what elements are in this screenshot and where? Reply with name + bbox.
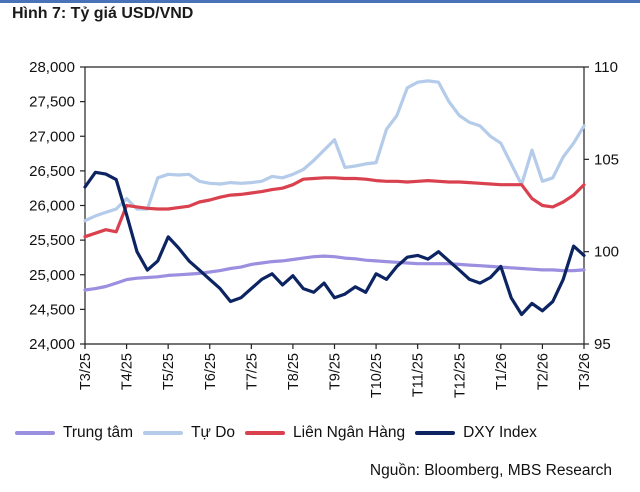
legend-item-trung-tam: Trung tâm (15, 424, 133, 442)
y-right-tick-label: 110 (594, 59, 618, 76)
x-tick-label: T4/25 (120, 353, 136, 390)
chart-title: Hình 7: Tỷ giá USD/VND (12, 5, 194, 22)
legend-swatch (143, 431, 184, 435)
x-tick-label: T11/25 (411, 353, 427, 397)
top-border (0, 0, 640, 3)
x-tick-label: T8/25 (286, 353, 302, 390)
x-tick-label: T3/25 (78, 353, 94, 390)
y-right-tick-label: 100 (594, 244, 619, 261)
y-left-tick-label: 26,500 (29, 163, 75, 180)
y-right-tick-label: 95 (594, 336, 611, 353)
y-left-tick-label: 24,500 (29, 301, 75, 318)
source-note: Nguồn: Bloomberg, MBS Research (369, 462, 612, 479)
legend-swatch (415, 431, 456, 435)
series-line-li-n-ng-n-h-ng (83, 176, 586, 239)
y-right-tick-label: 105 (594, 151, 619, 168)
x-tick-label: T1/26 (494, 353, 510, 390)
legend-item-dxy-index: DXY Index (415, 424, 537, 442)
legend-swatch (245, 431, 286, 435)
x-tick-label: T7/25 (244, 353, 260, 390)
legend: Trung tâm Tự Do Liên Ngân Hàng DXY Index (15, 424, 547, 442)
series-line-dxy-index (83, 170, 586, 317)
legend-swatch (15, 431, 55, 435)
x-tick-label: T9/25 (328, 353, 344, 390)
legend-item-tu-do: Tự Do (143, 424, 235, 442)
x-tick-label: T2/26 (535, 353, 551, 390)
y-left-tick-label: 27,500 (29, 94, 75, 111)
x-tick-label: T10/25 (369, 353, 385, 398)
legend-label: DXY Index (463, 424, 537, 441)
series-line-trung-t-m (83, 254, 586, 292)
x-tick-label: T12/25 (452, 353, 468, 398)
y-left-tick-label: 25,500 (29, 232, 75, 249)
legend-item-lien-ngan-hang: Liên Ngân Hàng (245, 424, 405, 442)
y-left-tick-label: 28,000 (29, 59, 75, 76)
y-left-tick-label: 27,000 (29, 128, 75, 145)
legend-label: Liên Ngân Hàng (293, 424, 406, 441)
series-line-t-do (83, 79, 586, 223)
x-tick-label: T6/25 (203, 353, 219, 390)
x-tick-label: T5/25 (161, 353, 177, 390)
y-left-tick-label: 25,000 (29, 267, 75, 284)
x-tick-label: T3/26 (577, 353, 593, 390)
legend-label: Tự Do (191, 424, 236, 441)
legend-label: Trung tâm (63, 424, 134, 441)
y-left-tick-label: 24,000 (29, 336, 75, 353)
y-left-tick-label: 26,000 (29, 198, 75, 215)
